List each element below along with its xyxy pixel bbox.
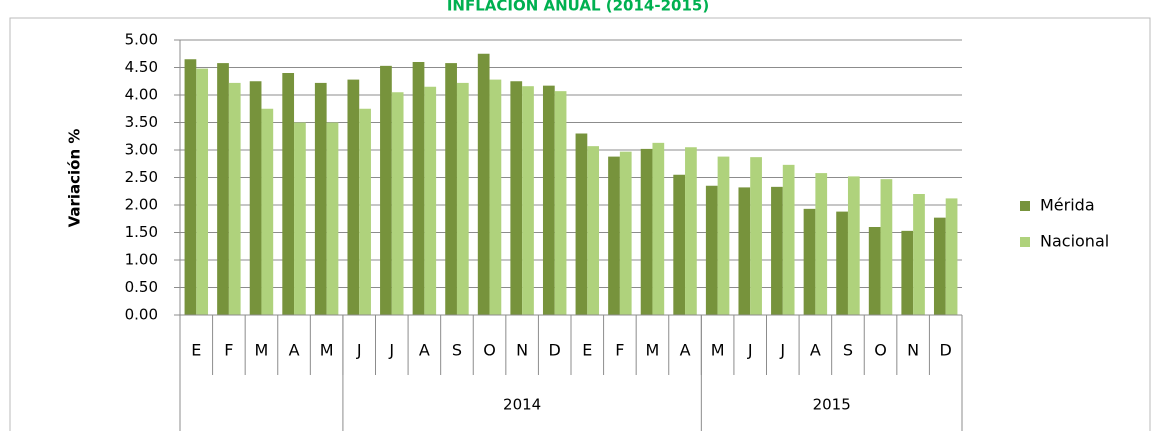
bar (445, 63, 457, 315)
legend-label: Mérida (1040, 196, 1095, 215)
bar (640, 148, 653, 315)
x-tick-label: E (191, 341, 201, 360)
bar (184, 59, 197, 315)
bar (685, 147, 697, 315)
y-tick-label: 3.50 (125, 113, 158, 131)
bar (933, 217, 946, 315)
x-tick-label: M (711, 341, 725, 360)
bar (391, 92, 404, 315)
x-tick-label: J (388, 341, 394, 360)
x-tick-label: A (419, 341, 430, 360)
y-tick-label: 3.00 (125, 141, 158, 159)
bar (477, 53, 490, 315)
bar (424, 86, 437, 315)
group-label: 2014 (503, 396, 541, 414)
chart-frame (9, 17, 1151, 431)
x-tick-label: J (779, 341, 785, 360)
x-tick-label: M (255, 341, 269, 360)
y-tick-label: 4.00 (125, 86, 158, 104)
bar (619, 151, 632, 315)
y-tick-label: 2.00 (125, 196, 158, 214)
x-tick-label: A (289, 341, 300, 360)
bar (522, 86, 534, 315)
x-tick-label: A (810, 341, 821, 360)
y-tick-label: 4.50 (125, 58, 158, 76)
bar (587, 146, 600, 315)
bar (282, 73, 295, 315)
legend-swatch (1020, 201, 1030, 211)
bar (489, 79, 502, 315)
bar (249, 81, 262, 315)
x-tick-label: M (320, 341, 334, 360)
bar (412, 62, 425, 315)
bar (880, 179, 893, 315)
bar (913, 194, 925, 315)
bar (847, 176, 860, 315)
bar (196, 68, 209, 315)
bar (359, 108, 371, 315)
bar (347, 79, 360, 315)
x-tick-label: F (224, 341, 233, 360)
bar (510, 81, 523, 315)
y-tick-label: 1.50 (125, 223, 158, 241)
x-tick-label: N (516, 341, 528, 360)
bar (608, 156, 620, 315)
y-axis-label: Variación % (66, 129, 84, 228)
bar (771, 186, 783, 315)
bar (836, 211, 848, 315)
bar (738, 187, 751, 315)
x-tick-label: A (680, 341, 691, 360)
bar (750, 157, 762, 315)
x-tick-label: S (843, 341, 853, 360)
bar (575, 133, 588, 315)
bar (294, 122, 306, 315)
bar (261, 108, 274, 315)
x-tick-label: F (615, 341, 624, 360)
x-tick-label: M (646, 341, 660, 360)
legend-swatch (1020, 237, 1030, 247)
bar (815, 173, 828, 315)
x-tick-label: J (747, 341, 753, 360)
bar (314, 82, 327, 316)
bar (326, 122, 339, 315)
bar (542, 85, 555, 316)
bar (652, 142, 665, 315)
x-tick-label: O (483, 341, 496, 360)
bar (217, 63, 229, 315)
bar (803, 208, 816, 315)
bar (945, 198, 958, 315)
x-tick-label: D (549, 341, 561, 360)
bar (456, 82, 469, 316)
y-tick-label: 0.50 (125, 278, 158, 296)
bar (782, 164, 795, 315)
y-tick-label: 2.50 (125, 168, 158, 186)
bar (228, 82, 241, 316)
x-tick-label: E (582, 341, 592, 360)
bar (717, 156, 730, 315)
x-tick-label: S (452, 341, 462, 360)
bar (901, 230, 914, 315)
bar (673, 174, 686, 315)
y-tick-label: 5.00 (125, 31, 158, 49)
bar (705, 185, 718, 315)
chart-title: INFLACIÓN ANUAL (2014-2015) (447, 0, 709, 15)
bar (554, 91, 567, 316)
bar (868, 227, 881, 315)
x-tick-label: D (940, 341, 952, 360)
group-label: 2015 (813, 396, 851, 414)
bar (380, 65, 392, 315)
x-tick-label: J (356, 341, 362, 360)
legend-label: Nacional (1040, 232, 1109, 251)
y-tick-label: 1.00 (125, 251, 158, 269)
x-tick-label: N (907, 341, 919, 360)
y-tick-label: 0.00 (125, 306, 158, 324)
x-tick-label: O (874, 341, 887, 360)
